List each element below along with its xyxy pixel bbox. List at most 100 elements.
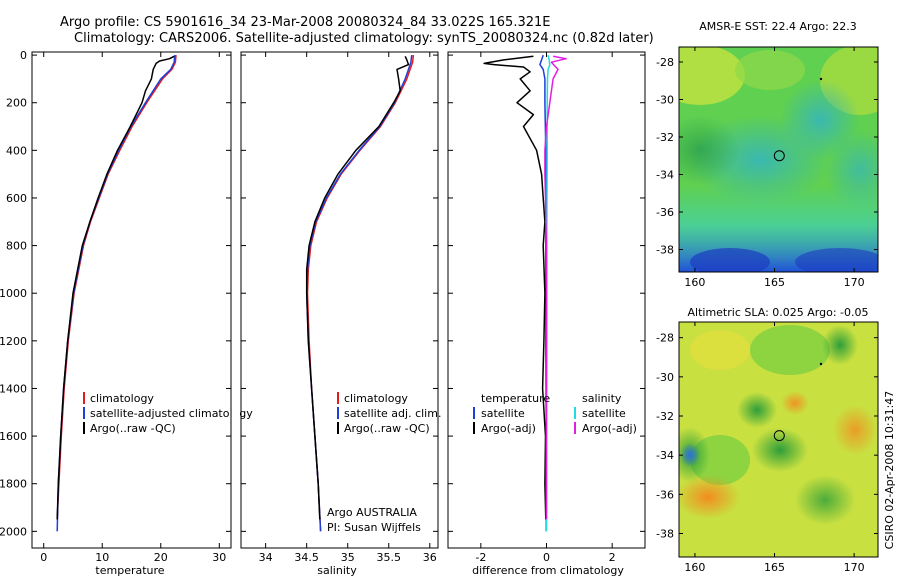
credit-line1: Argo AUSTRALIA <box>327 506 417 519</box>
sla-dot <box>819 362 823 366</box>
y-tick-label: 800 <box>6 240 27 253</box>
legend-label-temp-argo: Argo(-adj) <box>481 422 536 435</box>
series-line <box>306 55 415 532</box>
salinity-legend: climatology satellite adj. clim. Argo(..… <box>337 392 441 435</box>
y-tick-label: -32 <box>656 131 674 144</box>
legend-label-satellite: satellite-adjusted climatology <box>90 407 253 420</box>
legend-label-temp-satellite: satellite <box>481 407 525 420</box>
sst-map-frame <box>678 46 879 273</box>
sla-patch <box>680 443 700 467</box>
sst-patch <box>679 115 740 185</box>
x-tick-label: 10 <box>95 551 109 564</box>
figure-title-line1: Argo profile: CS 5901616_34 23-Mar-2008 … <box>60 15 550 30</box>
sst-patch <box>679 47 745 105</box>
sst-patch <box>690 248 770 272</box>
y-tick-label: -34 <box>656 169 674 182</box>
y-tick-label: 600 <box>6 192 27 205</box>
y-tick-label: -38 <box>656 528 674 541</box>
sla-heatmap <box>679 322 878 557</box>
y-tick-label: -30 <box>656 371 674 384</box>
sla-patch <box>833 405 877 455</box>
x-tick-label: 170 <box>844 276 865 289</box>
credit-line2: PI: Susan Wijffels <box>327 521 421 534</box>
sla-patch <box>690 330 750 370</box>
legend-label-argo: Argo(..raw -QC) <box>344 422 430 435</box>
x-tick-label: 160 <box>684 276 705 289</box>
y-tick-label: -38 <box>656 244 674 257</box>
x-tick-label: 36 <box>423 551 437 564</box>
sla-patch <box>679 475 740 519</box>
x-tick-label: 165 <box>764 561 785 574</box>
series-line <box>544 55 567 520</box>
legend-label-climatology: climatology <box>344 392 408 405</box>
x-tick-label: 20 <box>154 551 168 564</box>
series-line <box>483 55 547 520</box>
legend-label-sal-argo: Argo(-adj) <box>582 422 637 435</box>
y-tick-label: 0 <box>20 49 27 62</box>
legend-label-climatology: climatology <box>90 392 154 405</box>
y-tick-label: 1800 <box>0 478 27 491</box>
y-tick-label: 1200 <box>0 335 27 348</box>
x-tick-label: 35.5 <box>377 551 402 564</box>
salinity-axes: 34 34.5 35 35.5 36 <box>241 52 438 564</box>
sst-heatmap <box>679 47 878 272</box>
y-tick-label: -28 <box>656 332 674 345</box>
sla-patch <box>737 392 777 428</box>
legend-label-satellite: satellite adj. clim. <box>344 407 441 420</box>
x-tick-label: 0 <box>40 551 47 564</box>
y-tick-label: -36 <box>656 488 674 501</box>
sla-patch <box>781 391 809 415</box>
series-line <box>56 55 175 520</box>
x-tick-label: 34 <box>259 551 273 564</box>
salinity-xlabel: salinity <box>317 564 357 577</box>
sla-map-axes: 160 165 170 -28 -30 -32 -34 -36 -38 <box>656 322 878 574</box>
sst-patch <box>735 50 805 90</box>
sla-patch <box>750 325 830 375</box>
sst-map-axes: 160 165 170 -28 -30 -32 -34 -36 -38 <box>656 47 878 289</box>
y-tick-label: 2000 <box>0 525 27 538</box>
temperature-legend: climatology satellite-adjusted climatolo… <box>83 392 253 435</box>
x-tick-label: 35 <box>341 551 355 564</box>
y-tick-label: -32 <box>656 410 674 423</box>
sst-patch <box>795 248 878 272</box>
x-tick-label: 0 <box>543 551 550 564</box>
argo-float-marker <box>773 430 785 442</box>
temperature-axes: 0 10 20 30 0 200 400 600 800 1000 1200 1400 1600 1800… <box>0 49 231 564</box>
sla-map-frame <box>678 321 879 558</box>
salinity-panel-frame <box>240 51 439 549</box>
legend-clip-mask <box>232 405 240 421</box>
x-tick-label: 34.5 <box>294 551 319 564</box>
y-tick-label: 1400 <box>0 382 27 395</box>
sla-map-title: Altimetric SLA: 0.025 Argo: -0.05 <box>688 306 869 319</box>
legend-heading-temperature: temperature <box>481 392 550 405</box>
legend-label-argo: Argo(..raw -QC) <box>90 422 176 435</box>
x-tick-label: 165 <box>764 276 785 289</box>
y-tick-label: 200 <box>6 97 27 110</box>
y-tick-label: 1000 <box>0 287 27 300</box>
x-tick-label: 170 <box>844 561 865 574</box>
y-tick-label: -28 <box>656 56 674 69</box>
legend-label-sal-satellite: satellite <box>582 407 626 420</box>
temperature-xlabel: temperature <box>95 564 164 577</box>
sla-patch <box>822 325 858 365</box>
y-tick-label: -34 <box>656 449 674 462</box>
argo-float-marker <box>773 150 785 162</box>
sla-patch <box>795 475 855 525</box>
y-tick-label: 400 <box>6 144 27 157</box>
difference-xlabel: difference from climatology <box>472 564 624 577</box>
series-line <box>305 55 413 532</box>
timestamp-stamp: CSIRO 02-Apr-2008 10:31:47 <box>883 391 896 550</box>
legend-heading-salinity: salinity <box>582 392 622 405</box>
series-line <box>305 55 410 520</box>
y-tick-label: -36 <box>656 206 674 219</box>
sst-map-title: AMSR-E SST: 22.4 Argo: 22.3 <box>699 20 857 33</box>
y-tick-label: 1600 <box>0 430 27 443</box>
temperature-series <box>56 55 177 532</box>
x-tick-label: 30 <box>212 551 226 564</box>
sla-patch <box>752 428 808 472</box>
temperature-panel-frame <box>31 51 232 549</box>
salinity-series <box>305 55 415 532</box>
difference-axes: -2 0 2 <box>448 52 645 564</box>
x-tick-label: 2 <box>609 551 616 564</box>
